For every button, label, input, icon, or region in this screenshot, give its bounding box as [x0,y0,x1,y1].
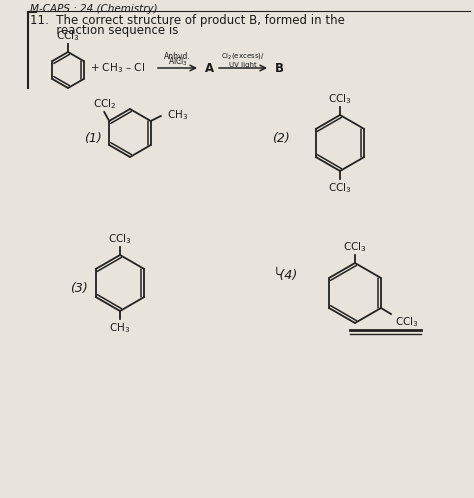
Text: AlCl$_3$: AlCl$_3$ [168,55,187,68]
Text: B: B [275,61,284,75]
Text: Anhyd.: Anhyd. [164,52,191,61]
Text: M-CAPS : 24 (Chemistry): M-CAPS : 24 (Chemistry) [30,4,158,14]
Text: CCl$_3$: CCl$_3$ [395,315,419,329]
Text: UV light: UV light [229,62,257,68]
Text: Cl$_2$(excess)/: Cl$_2$(excess)/ [221,51,265,61]
Text: CCl$_3$: CCl$_3$ [108,232,132,246]
Text: (1): (1) [84,131,102,144]
Text: ╰(4): ╰(4) [273,268,298,281]
Text: 11.  The correct structure of product B, formed in the: 11. The correct structure of product B, … [30,14,345,27]
Text: reaction sequence is: reaction sequence is [30,24,178,37]
Text: CH$_3$: CH$_3$ [109,321,131,335]
Text: CCl$_2$: CCl$_2$ [92,97,116,111]
Text: CCl$_3$: CCl$_3$ [328,92,352,106]
Text: (2): (2) [272,131,290,144]
Text: CCl$_3$: CCl$_3$ [343,240,367,254]
Text: CCl$_3$: CCl$_3$ [328,181,352,195]
Text: CCl$_3$: CCl$_3$ [56,29,80,43]
Text: A: A [205,61,214,75]
Text: + CH$_3$ – Cl: + CH$_3$ – Cl [90,61,145,75]
Text: (3): (3) [70,281,88,294]
Text: CH$_3$: CH$_3$ [167,108,188,122]
